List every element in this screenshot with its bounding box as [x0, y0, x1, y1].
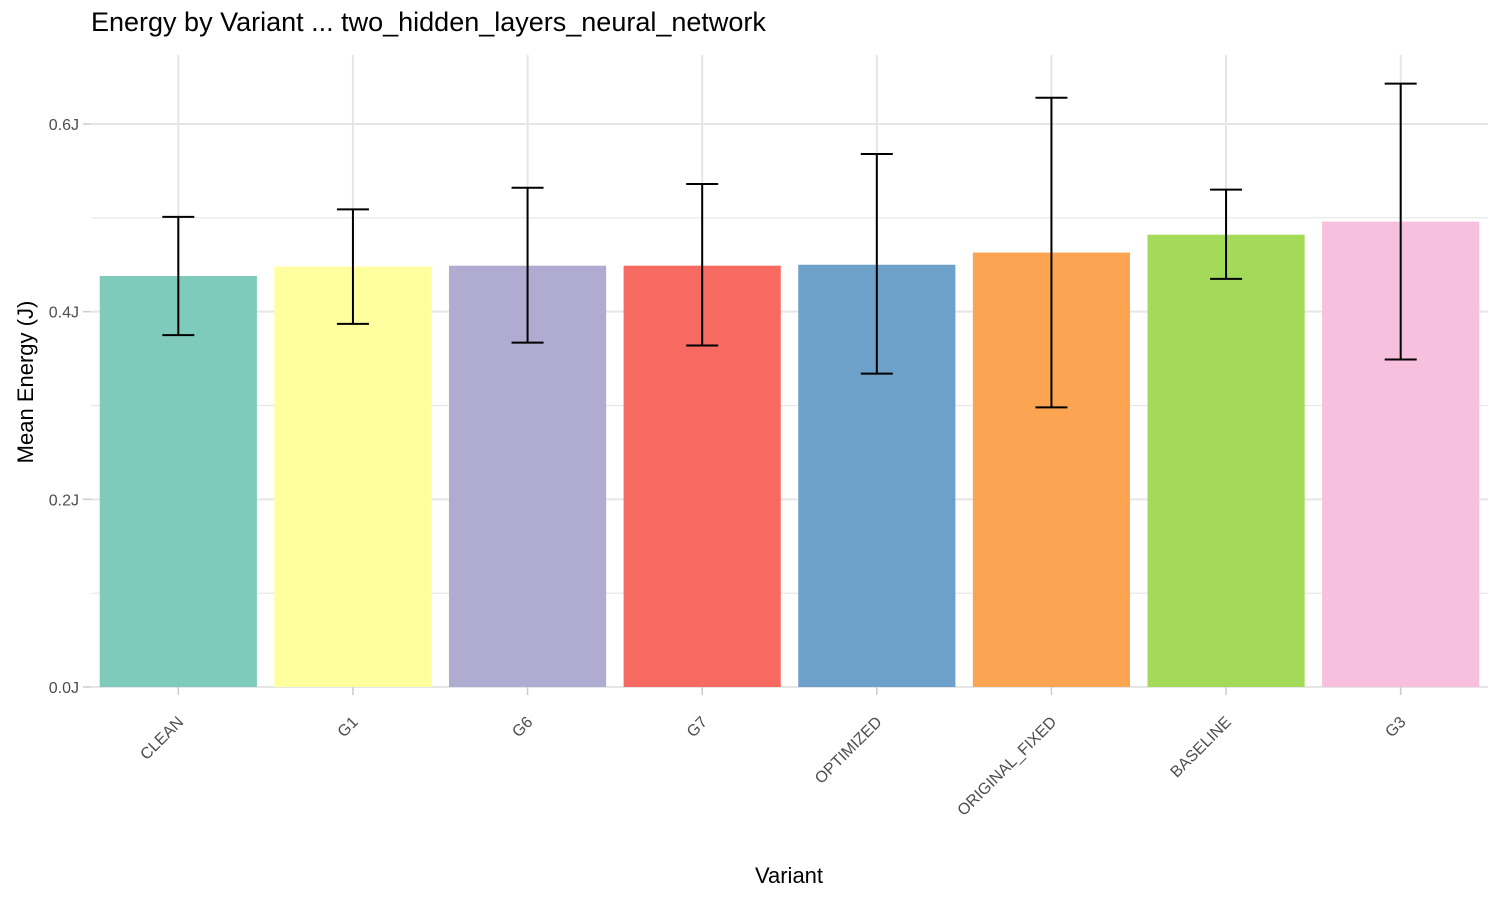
x-tick-label: BASELINE	[1168, 714, 1235, 781]
y-tick-label: 0.4J	[49, 305, 79, 322]
x-axis-title: Variant	[755, 863, 823, 888]
y-axis-title: Mean Energy (J)	[13, 301, 38, 464]
x-tick-label: G6	[509, 714, 536, 741]
x-tick-label: G7	[684, 714, 711, 741]
error-bars-layer	[162, 82, 1417, 409]
x-tick-label: G1	[335, 714, 362, 741]
y-tick-label: 0.0J	[49, 680, 79, 697]
x-tick-label: ORIGINAL_FIXED	[955, 714, 1061, 820]
y-axis: 0.0J 0.2J 0.4J 0.6J	[49, 117, 91, 697]
bars-layer	[99, 221, 1480, 687]
y-tick-label: 0.6J	[49, 117, 79, 134]
x-tick-label: OPTIMIZED	[812, 714, 886, 788]
bar-g1	[274, 266, 432, 687]
chart-title: Energy by Variant ... two_hidden_layers_…	[91, 7, 766, 37]
x-tick-label: CLEAN	[137, 714, 187, 764]
x-axis: CLEAN G1 G6 G7 OPTIMIZED ORIGINAL_FIXED BASELI…	[137, 687, 1410, 820]
x-tick-label: G3	[1382, 714, 1409, 741]
y-tick-label: 0.2J	[49, 492, 79, 509]
bar-baseline	[1147, 234, 1305, 687]
bar-clean	[99, 276, 257, 687]
